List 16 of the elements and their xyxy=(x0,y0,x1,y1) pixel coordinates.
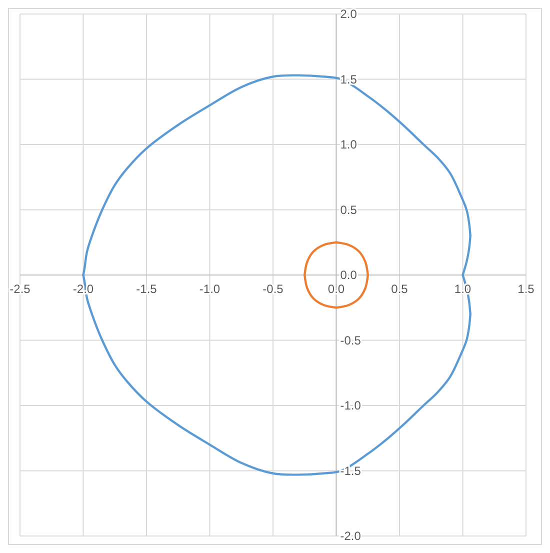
y-tick-label: -1.5 xyxy=(340,464,362,478)
x-tick-label: 0.0 xyxy=(328,282,345,296)
x-tick-label: 0.5 xyxy=(391,282,408,296)
x-tick-label: -0.5 xyxy=(262,282,284,296)
x-tick-label: -1.0 xyxy=(199,282,220,296)
y-tick-label: -2.0 xyxy=(340,529,362,543)
x-tick-label: 1.5 xyxy=(518,282,535,296)
x-tick-label: -2.5 xyxy=(10,282,31,296)
y-tick-label: 1.5 xyxy=(340,72,358,86)
y-tick-label: -1.0 xyxy=(340,398,362,412)
y-tick-label: 1.0 xyxy=(340,138,358,152)
y-tick-label: 0.0 xyxy=(340,268,358,282)
y-tick-label: 0.5 xyxy=(340,202,358,217)
y-tick-label: 2.0 xyxy=(340,7,358,21)
y-tick-label: -0.5 xyxy=(340,333,362,348)
x-tick-label: -1.5 xyxy=(136,282,158,296)
